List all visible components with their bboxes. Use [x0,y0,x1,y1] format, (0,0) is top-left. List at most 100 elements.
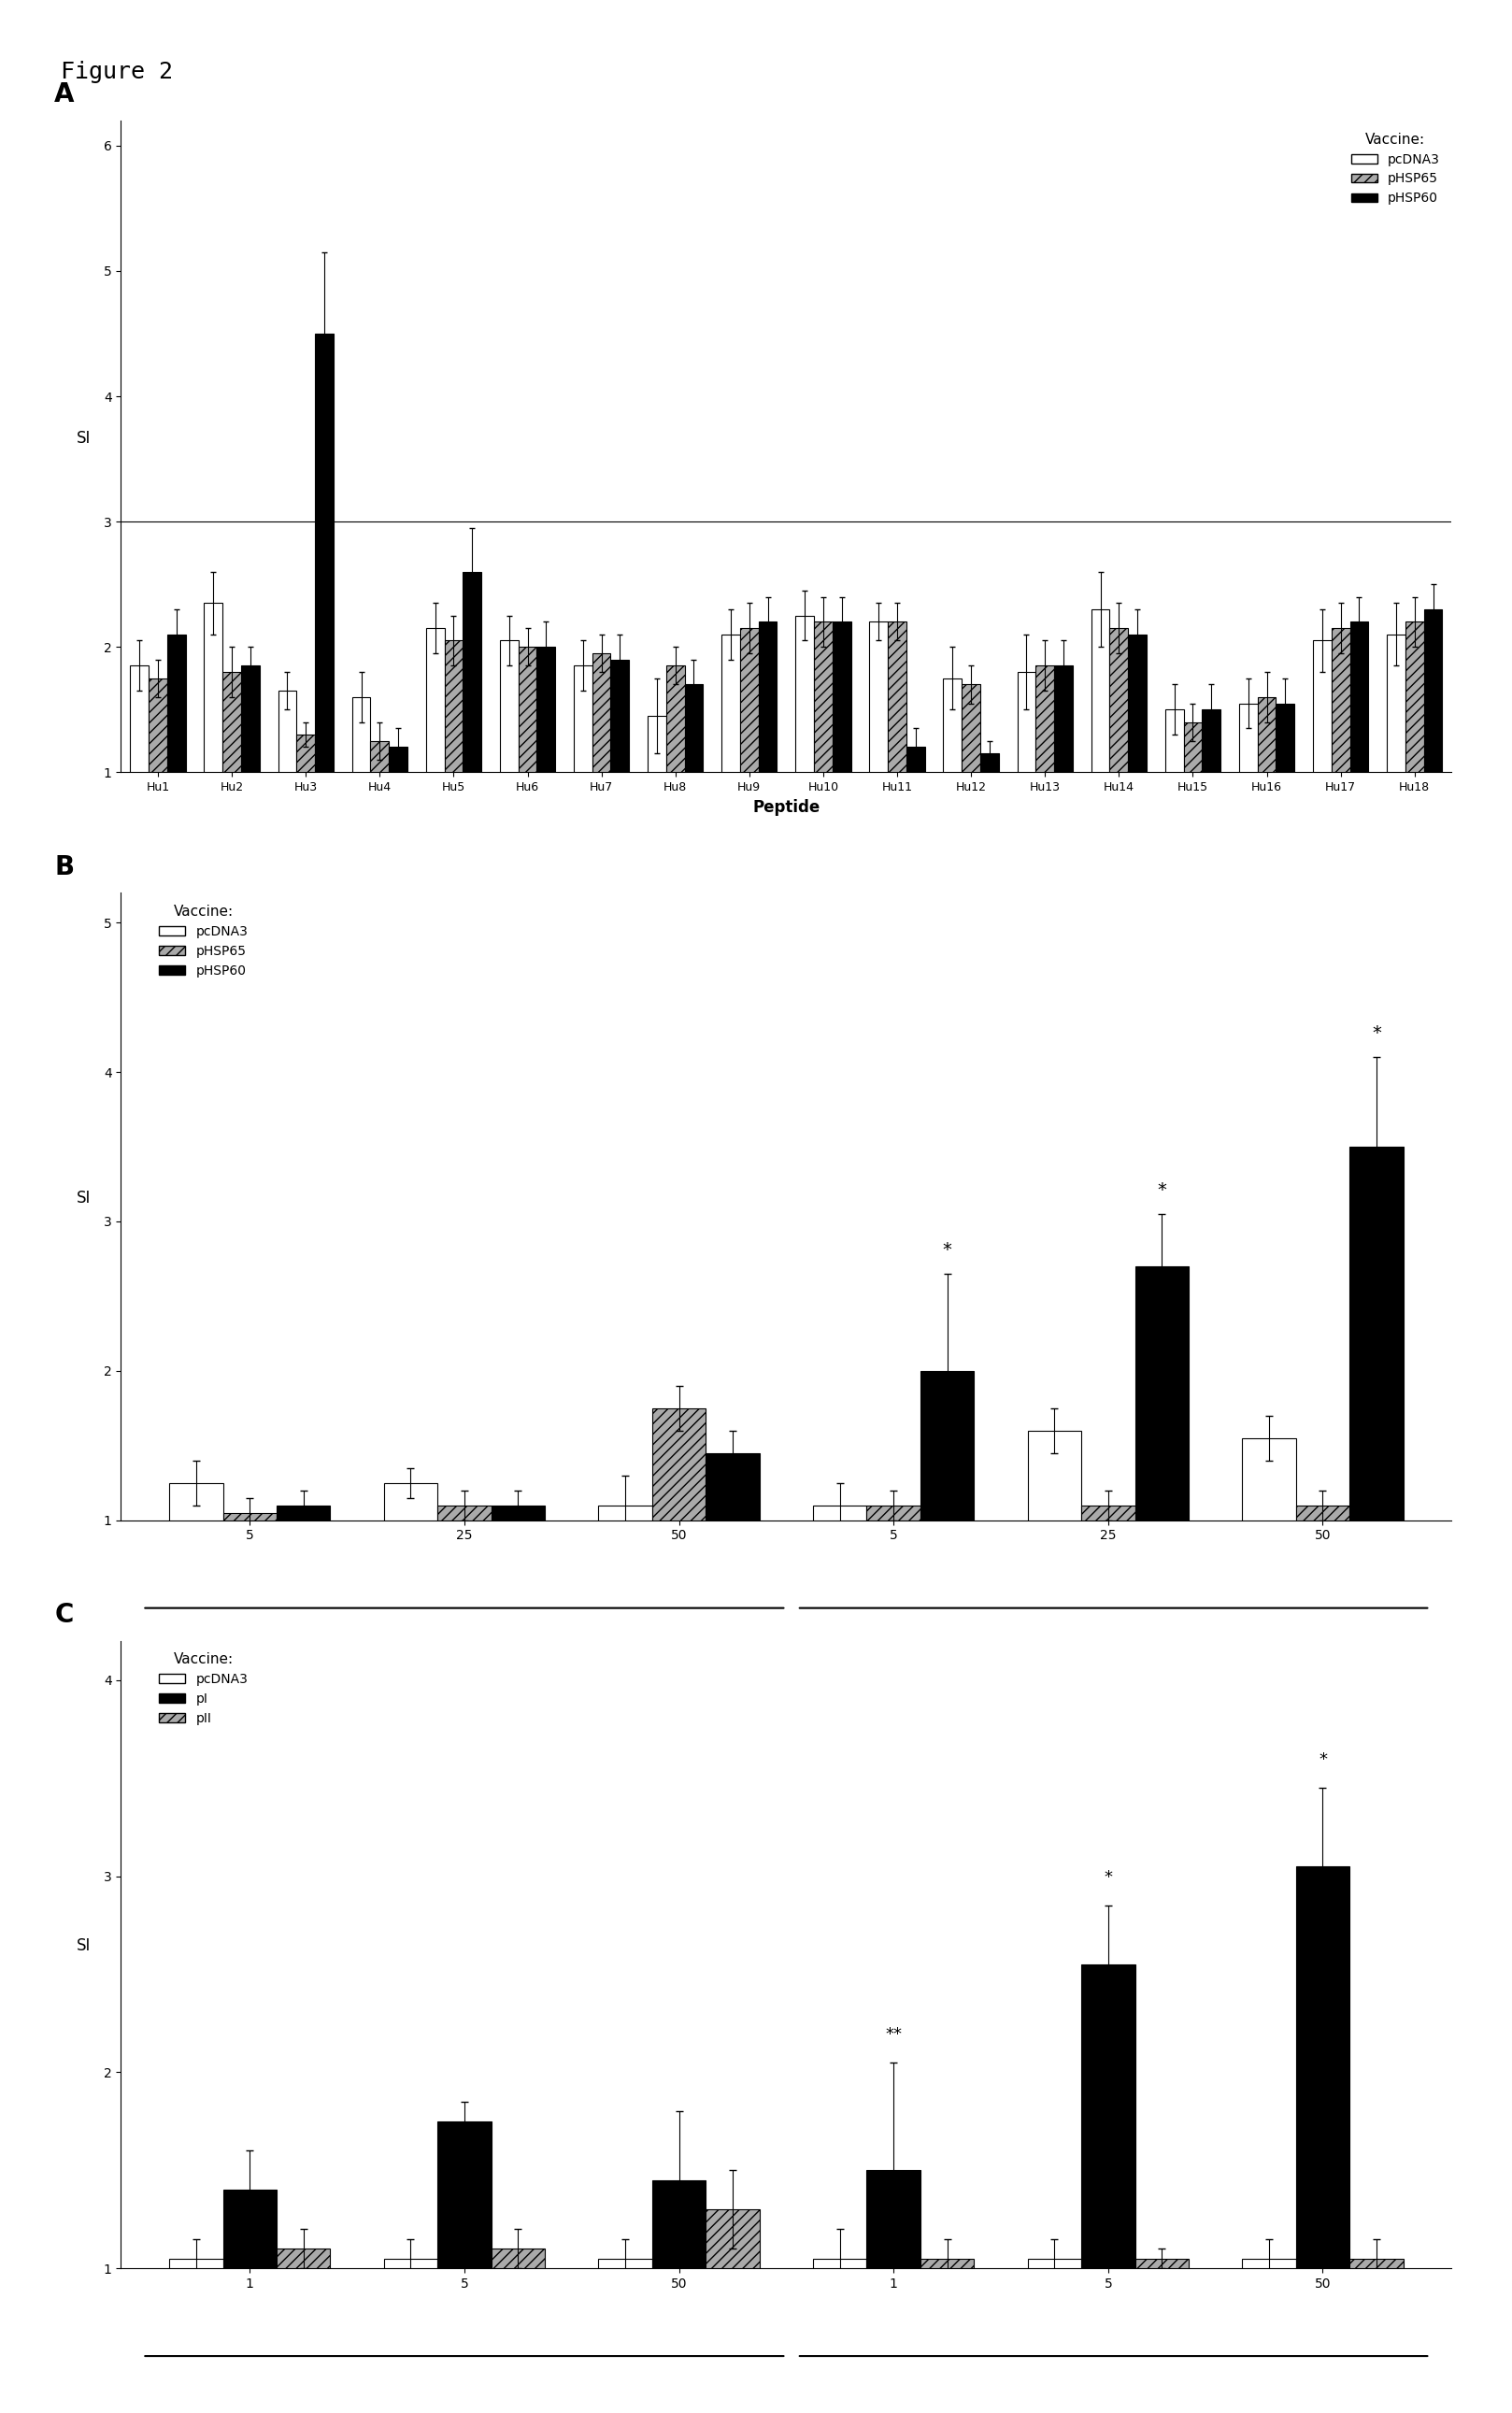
Bar [491,2249,544,2413]
Text: *: * [1371,1026,1380,1042]
Bar [1243,1438,1296,1670]
Bar [667,666,685,898]
Bar [962,685,980,898]
Text: *: * [942,1240,953,1260]
Bar [611,659,629,898]
Legend: pcDNA3, pI, pII: pcDNA3, pI, pII [154,1648,253,1730]
Bar [370,741,389,898]
Bar [204,603,222,898]
Bar [277,2249,330,2413]
Text: A: A [54,82,74,109]
Bar [222,671,240,898]
Bar [795,615,813,898]
Bar [1238,702,1258,898]
Bar [1110,627,1128,898]
Bar [1018,671,1036,898]
Bar [1312,639,1332,898]
Bar [1332,627,1350,898]
Bar [652,1409,706,1670]
Bar [277,1506,330,1670]
Bar [573,666,593,898]
Bar [906,748,925,898]
Bar [1028,2259,1081,2413]
Bar [1258,697,1276,898]
Bar [869,623,888,898]
Bar [1243,2259,1296,2413]
Bar [1350,2259,1403,2413]
Bar [593,654,611,898]
Bar [1166,709,1184,898]
X-axis label: Peptide: Peptide [753,799,820,816]
Bar [706,1453,759,1670]
Bar [1350,623,1368,898]
Bar [148,678,168,898]
Bar [222,2191,277,2413]
Bar [647,717,667,898]
Text: B: B [54,854,74,881]
Bar [921,2259,974,2413]
Bar [1276,702,1294,898]
Bar [1136,2259,1188,2413]
Text: C: C [54,1602,74,1629]
Text: Figure 2: Figure 2 [60,60,172,82]
Bar [537,647,555,898]
Bar [389,748,407,898]
Bar [169,1484,222,1670]
Bar [1028,1431,1081,1670]
Bar [168,635,186,898]
Bar [384,1484,437,1670]
Bar [813,1506,866,1670]
Bar [721,635,739,898]
Text: **: ** [885,2027,903,2044]
Bar [599,2259,652,2413]
Bar [1081,1964,1136,2413]
Bar [1081,1506,1136,1670]
Legend: pcDNA3, pHSP65, pHSP60: pcDNA3, pHSP65, pHSP60 [154,900,253,982]
Bar [463,572,481,898]
Bar [759,623,777,898]
Bar [426,627,445,898]
Bar [685,685,703,898]
Bar [1184,721,1202,898]
Bar [1202,709,1220,898]
Bar [813,623,833,898]
Bar [1054,666,1072,898]
Bar [240,666,260,898]
Bar [314,333,334,898]
Bar [130,666,148,898]
Bar [1405,623,1424,898]
Bar [222,1513,277,1670]
Bar [980,753,999,898]
Bar [888,623,906,898]
Bar [943,678,962,898]
Bar [833,623,851,898]
Bar [384,2259,437,2413]
Bar [445,639,463,898]
Bar [739,627,759,898]
Bar [1128,635,1146,898]
Bar [352,697,370,898]
Bar [500,639,519,898]
Bar [921,1371,974,1670]
Y-axis label: SI: SI [77,1190,91,1206]
Bar [278,690,296,898]
Bar [437,1506,491,1670]
Bar [1350,1146,1403,1670]
Bar [866,1506,921,1670]
Bar [1296,1865,1350,2413]
Y-axis label: SI: SI [77,1938,91,1955]
Bar [1387,635,1405,898]
Y-axis label: SI: SI [77,430,91,446]
Bar [296,734,314,898]
Bar [866,2169,921,2413]
Text: *: * [1104,1870,1113,1887]
Text: *: * [1157,1182,1166,1199]
Bar [1136,1267,1188,1670]
Bar [652,2179,706,2413]
Bar [169,2259,222,2413]
Bar [706,2210,759,2413]
Text: Hu3 (μg/ml): Hu3 (μg/ml) [1060,1704,1155,1716]
Bar [437,2121,491,2413]
Legend: pcDNA3, pHSP65, pHSP60: pcDNA3, pHSP65, pHSP60 [1346,128,1445,210]
Bar [1424,608,1442,898]
